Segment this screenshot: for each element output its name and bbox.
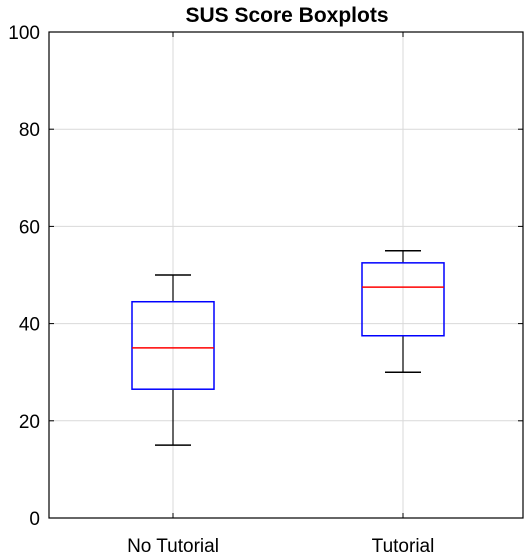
box-group [131, 274, 215, 446]
y-tick-label: 40 [19, 315, 40, 336]
box-group [361, 249, 445, 373]
grid [49, 32, 523, 518]
y-axis: 0 20 40 60 80 100 [8, 23, 523, 530]
x-axis: No Tutorial Tutorial [127, 32, 434, 556]
y-tick-label: 20 [19, 412, 40, 433]
plot-frame [48, 31, 524, 519]
boxes [131, 249, 445, 446]
x-tick-label: Tutorial [372, 536, 435, 556]
y-tick-label: 60 [19, 217, 40, 238]
y-tick-label: 100 [8, 23, 40, 44]
x-tick-label: No Tutorial [127, 536, 219, 556]
iqr-box [131, 300, 215, 390]
iqr-box [361, 262, 445, 337]
y-tick-label: 80 [19, 120, 40, 141]
chart-title: SUS Score Boxplots [185, 4, 388, 27]
y-tick-label: 0 [29, 509, 40, 530]
